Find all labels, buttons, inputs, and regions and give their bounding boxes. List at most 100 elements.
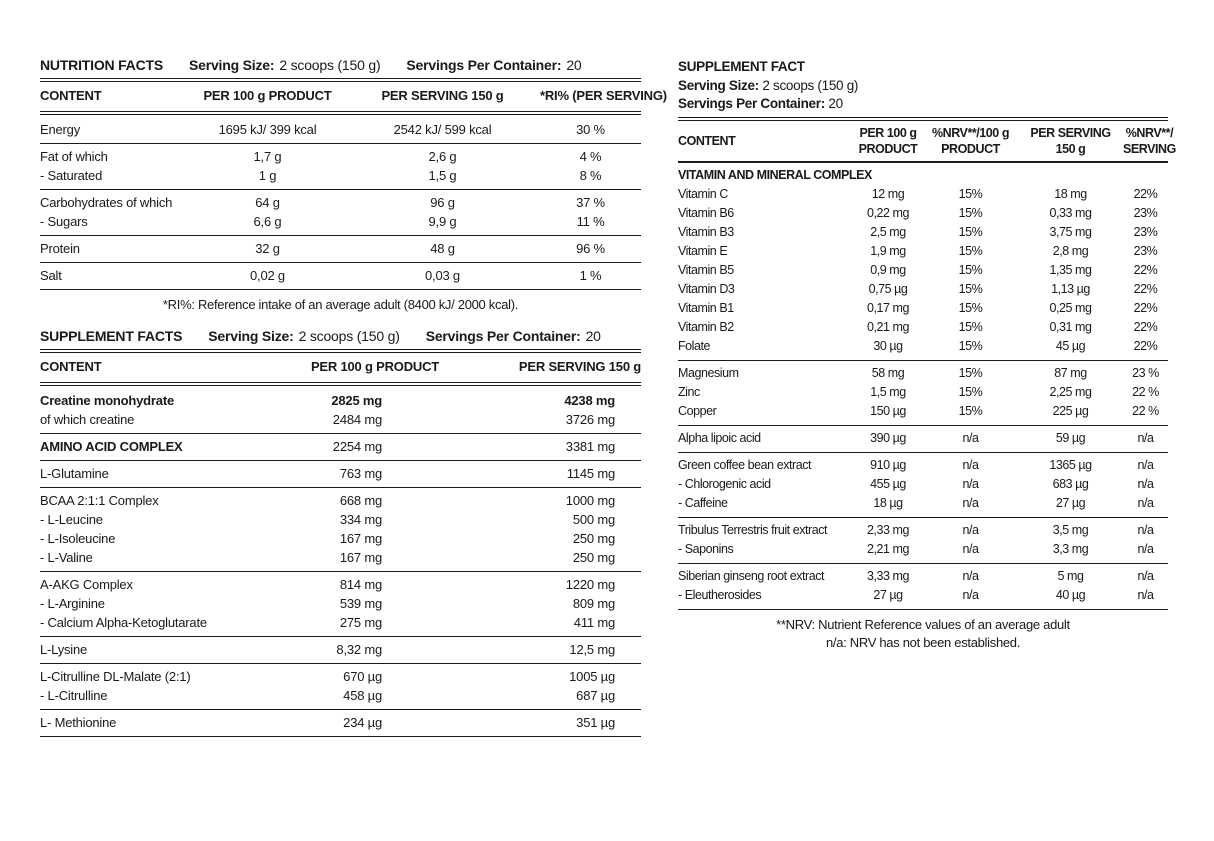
cell-nrv-serving: 22% <box>1133 338 1158 353</box>
cell-per100: 18 µg <box>873 495 903 510</box>
cell-per100: 275 mg <box>339 615 382 630</box>
cell-serving: 0,25 mg <box>1049 300 1092 315</box>
cell-nrv-serving: 22% <box>1133 300 1158 315</box>
nutrition-header-row: CONTENT PER 100 g PRODUCT PER SERVING 15… <box>40 84 667 108</box>
cell-nrv-serving: 22% <box>1133 262 1158 277</box>
table-group: L- Methionine 234 µg 351 µg <box>40 710 641 737</box>
table-row: VITAMIN AND MINERAL COMPLEX <box>678 166 1168 185</box>
cell-serving: 12,5 mg <box>569 642 615 657</box>
cell-serving: 0,03 g <box>425 268 460 283</box>
row-label: Vitamin C <box>678 186 728 201</box>
cell-per100: 0,75 µg <box>868 281 908 296</box>
supplement-right-body: VITAMIN AND MINERAL COMPLEX Vitamin C 12 m… <box>678 163 1168 610</box>
row-label: Zinc <box>678 384 700 399</box>
cell-serving: 1365 µg <box>1049 457 1092 472</box>
table-row: - Calcium Alpha-Ketoglutarate 275 mg 411 m… <box>40 613 641 632</box>
servings-value: 20 <box>828 96 843 111</box>
row-label: Vitamin E <box>678 243 728 258</box>
cell-serving: 2542 kJ/ 599 kcal <box>393 122 492 137</box>
row-label: L-Citrulline DL-Malate (2:1) <box>40 669 191 684</box>
cell-nrv100: n/a <box>962 541 979 556</box>
row-label: Carbohydrates of which <box>40 195 173 210</box>
cell-nrv100: 15% <box>958 384 983 399</box>
table-group: Creatine monohydrate 2825 mg 4238 mg of whi… <box>40 388 641 434</box>
table-row: - Eleutherosides 27 µg n/a 40 µg n/a <box>678 586 1168 605</box>
row-label: Vitamin D3 <box>678 281 735 296</box>
servings-per-container: Servings Per Container: 20 <box>678 95 1168 114</box>
cell-serving: 48 g <box>430 241 455 256</box>
supplement-title-row: SUPPLEMENT FACTS Serving Size: 2 scoops … <box>40 327 641 346</box>
table-group: Green coffee bean extract 910 µg n/a 1365 µ… <box>678 453 1168 518</box>
table-row: Vitamin C 12 mg 15% 18 mg 22% <box>678 185 1168 204</box>
table-group: Energy 1695 kJ/ 399 kcal 2542 kJ/ 599 kcal… <box>40 117 641 144</box>
cell-nrv100: 15% <box>958 186 983 201</box>
table-row: Vitamin B6 0,22 mg 15% 0,33 mg 23% <box>678 204 1168 223</box>
table-row: Carbohydrates of which 64 g 96 g 37 % <box>40 193 641 212</box>
serving-size-label: Serving Size: <box>678 77 759 93</box>
cell-nrv100: 15% <box>958 365 983 380</box>
cell-nrv100: n/a <box>962 587 979 602</box>
column-header: PER 100 g PRODUCT <box>203 88 332 103</box>
cell-nrv-serving: 23% <box>1133 205 1158 220</box>
table-group: Fat of which 1,7 g 2,6 g 4 % - Saturated 1 g 1… <box>40 144 641 190</box>
cell-nrv100: 15% <box>958 338 983 353</box>
row-label: L-Lysine <box>40 642 88 657</box>
cell-per100: 455 µg <box>870 476 906 491</box>
cell-nrv-serving: 23 % <box>1132 365 1159 380</box>
table-row: Alpha lipoic acid 390 µg n/a 59 µg n/a <box>678 429 1168 448</box>
cell-serving: 45 µg <box>1055 338 1086 353</box>
nutrition-footnote: *RI%: Reference intake of an average adu… <box>162 297 519 312</box>
cell-nrv100: n/a <box>962 457 979 472</box>
row-label: Folate <box>678 338 711 353</box>
cell-nrv-serving: 22 % <box>1132 403 1159 418</box>
cell-nrv-serving: n/a <box>1137 495 1154 510</box>
table-row: - Sugars 6,6 g 9,9 g 11 % <box>40 212 641 231</box>
cell-per100: 234 µg <box>343 715 382 730</box>
table-row: Vitamin B2 0,21 mg 15% 0,31 mg 22% <box>678 318 1168 337</box>
supplement-facts-table: SUPPLEMENT FACTS Serving Size: 2 scoops … <box>40 327 641 737</box>
servings-label: Servings Per Container: <box>425 328 581 344</box>
row-label: - L-Isoleucine <box>40 531 116 546</box>
table-group: Salt 0,02 g 0,03 g 1 % <box>40 263 641 290</box>
cell-serving: 3726 mg <box>565 412 615 427</box>
cell-per100: 763 mg <box>339 466 382 481</box>
serving-size-label: Serving Size: <box>208 328 294 344</box>
vitamin-mineral-table: SUPPLEMENT FACT Serving Size: 2 scoops (… <box>678 58 1176 652</box>
table-row: - L-Arginine 539 mg 809 mg <box>40 594 641 613</box>
nutrition-title: NUTRITION FACTS <box>40 57 163 73</box>
table-group: Tribulus Terrestris fruit extract 2,33 mg… <box>678 518 1168 564</box>
column-header: PER 100 g PRODUCT <box>310 359 440 374</box>
cell-serving: 4238 mg <box>564 393 615 408</box>
cell-nrv100: 15% <box>958 300 983 315</box>
column-header: CONTENT <box>40 88 102 103</box>
nrv-footnote-line1: **NRV: Nutrient Reference values of an a… <box>776 616 1070 632</box>
table-group: Protein 32 g 48 g 96 % <box>40 236 641 263</box>
cell-nrv100: n/a <box>962 430 979 445</box>
cell-serving: 3381 mg <box>565 439 615 454</box>
cell-ri: 4 % <box>579 149 602 164</box>
cell-per100: 64 g <box>255 195 280 210</box>
cell-nrv-serving: 22 % <box>1132 384 1159 399</box>
cell-serving: 18 mg <box>1054 186 1087 201</box>
cell-serving: 1220 mg <box>565 577 615 592</box>
cell-per100: 670 µg <box>343 669 382 684</box>
cell-serving: 351 µg <box>576 715 615 730</box>
supplement-right-title: SUPPLEMENT FACT <box>678 59 805 74</box>
cell-per100: 0,02 g <box>250 268 285 283</box>
serving-size-value: 2 scoops (150 g) <box>298 328 400 344</box>
table-row: - Saturated 1 g 1,5 g 8 % <box>40 166 641 185</box>
table-group: L-Citrulline DL-Malate (2:1) 670 µg 1005 µ… <box>40 664 641 710</box>
row-label: - L-Arginine <box>40 596 105 611</box>
divider <box>678 116 1168 121</box>
row-label: Alpha lipoic acid <box>678 430 761 445</box>
serving-size-label: Serving Size: <box>189 57 275 73</box>
supplement-title: SUPPLEMENT FACTS <box>40 328 183 344</box>
cell-serving: 96 g <box>430 195 455 210</box>
row-label: Salt <box>40 268 62 283</box>
cell-per100: 0,21 mg <box>866 319 910 334</box>
cell-serving: 59 µg <box>1055 430 1086 445</box>
table-group: A-AKG Complex 814 mg 1220 mg - L-Arginine 53… <box>40 572 641 637</box>
row-label: Tribulus Terrestris fruit extract <box>678 522 828 537</box>
table-row: Magnesium 58 mg 15% 87 mg 23 % <box>678 364 1168 383</box>
table-group: Carbohydrates of which 64 g 96 g 37 % - Suga… <box>40 190 641 236</box>
